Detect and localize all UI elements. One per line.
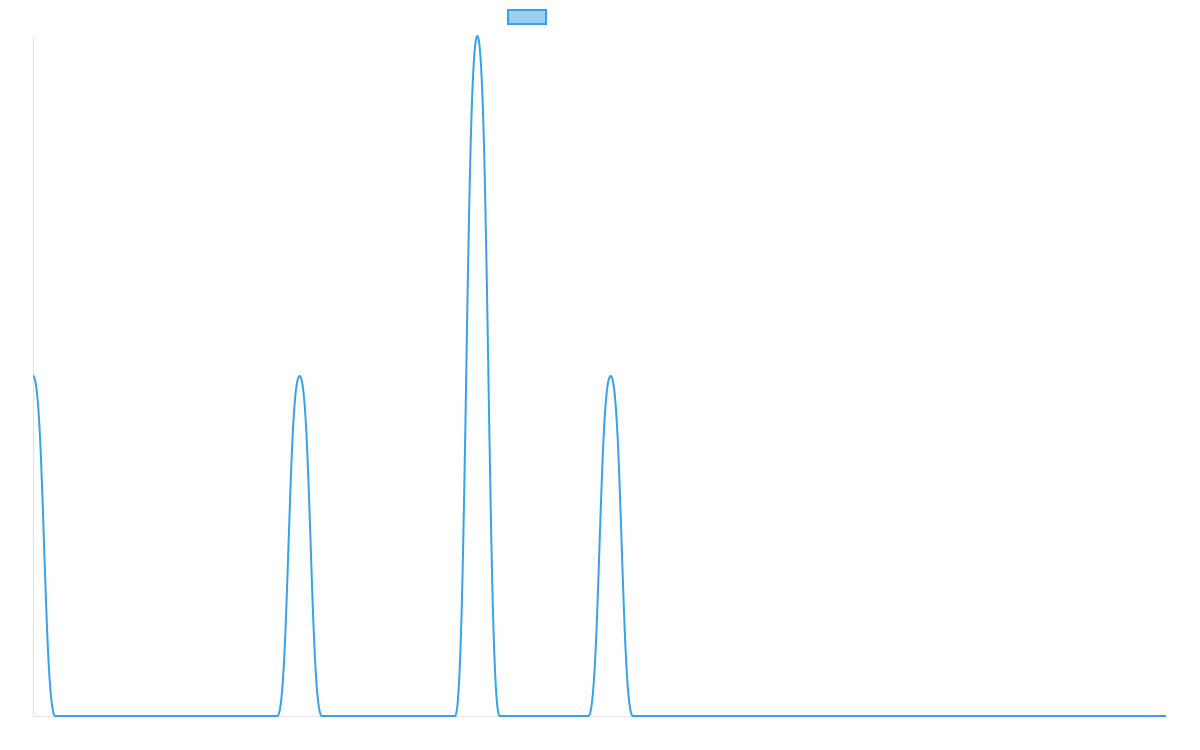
data-point[interactable] — [630, 713, 636, 719]
data-point[interactable] — [297, 373, 303, 379]
legend[interactable] — [507, 9, 553, 25]
data-point[interactable] — [497, 713, 503, 719]
series-layer — [30, 33, 1169, 719]
data-point[interactable] — [52, 713, 58, 719]
data-point[interactable] — [319, 713, 325, 719]
data-point[interactable] — [274, 713, 280, 719]
data-point[interactable] — [30, 373, 36, 379]
data-point[interactable] — [585, 713, 591, 719]
data-point[interactable] — [452, 713, 458, 719]
legend-swatch[interactable] — [507, 9, 547, 25]
data-point[interactable] — [608, 373, 614, 379]
data-point[interactable] — [1163, 713, 1169, 719]
data-point[interactable] — [474, 33, 480, 39]
series-line-0 — [32, 34, 1166, 718]
